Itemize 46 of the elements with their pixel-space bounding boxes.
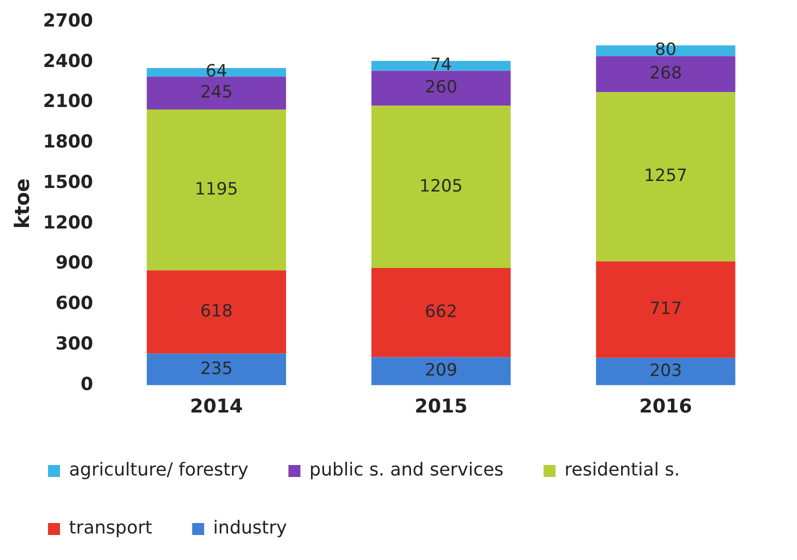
data-label: 235 xyxy=(200,358,233,379)
y-tick-label: 900 xyxy=(56,252,94,274)
y-tick-label: 300 xyxy=(56,333,94,354)
y-tick-label: 2100 xyxy=(42,91,94,112)
x-tick-label: 2014 xyxy=(190,396,243,418)
data-label: 1257 xyxy=(644,166,688,186)
y-tick-label: 0 xyxy=(80,374,94,395)
y-tick-label: 2700 xyxy=(42,10,94,32)
bar xyxy=(371,106,511,268)
y-tick-label: 2400 xyxy=(42,50,94,72)
bar xyxy=(371,70,511,106)
bar xyxy=(146,76,286,110)
data-label: 268 xyxy=(649,64,682,84)
legend-label: public s. and services xyxy=(309,460,504,481)
y-tick-label: 1800 xyxy=(42,132,94,153)
data-label: 1205 xyxy=(419,176,463,196)
data-label: 717 xyxy=(649,299,682,320)
data-label: 662 xyxy=(424,302,458,322)
y-tick-label: 1500 xyxy=(42,172,94,193)
legend-label: industry xyxy=(213,518,288,539)
data-label: 245 xyxy=(200,82,233,102)
x-tick-label: 2016 xyxy=(639,396,692,418)
legend-label: transport xyxy=(69,518,152,539)
bar xyxy=(371,268,511,358)
y-tick-label: 600 xyxy=(56,293,94,314)
data-label: 74 xyxy=(430,55,452,76)
y-axis-title: ktoe xyxy=(10,178,34,229)
data-label: 618 xyxy=(200,301,233,322)
bar xyxy=(371,357,511,386)
bar xyxy=(146,110,286,270)
data-label: 209 xyxy=(424,360,458,381)
bar xyxy=(596,358,736,386)
data-label: 203 xyxy=(649,360,682,381)
legend-label: agriculture/ forestry xyxy=(69,460,249,481)
bar xyxy=(596,56,736,92)
y-tick-label: 1200 xyxy=(42,212,94,234)
bar xyxy=(596,92,736,262)
bar xyxy=(146,354,286,386)
data-label: 64 xyxy=(206,62,228,82)
x-tick-label: 2015 xyxy=(414,396,468,418)
bar xyxy=(146,270,286,354)
data-label: 1195 xyxy=(194,179,238,200)
data-label: 80 xyxy=(654,40,677,60)
bar xyxy=(596,261,736,358)
data-label: 260 xyxy=(424,78,458,98)
legend-label: residential s. xyxy=(564,460,680,481)
